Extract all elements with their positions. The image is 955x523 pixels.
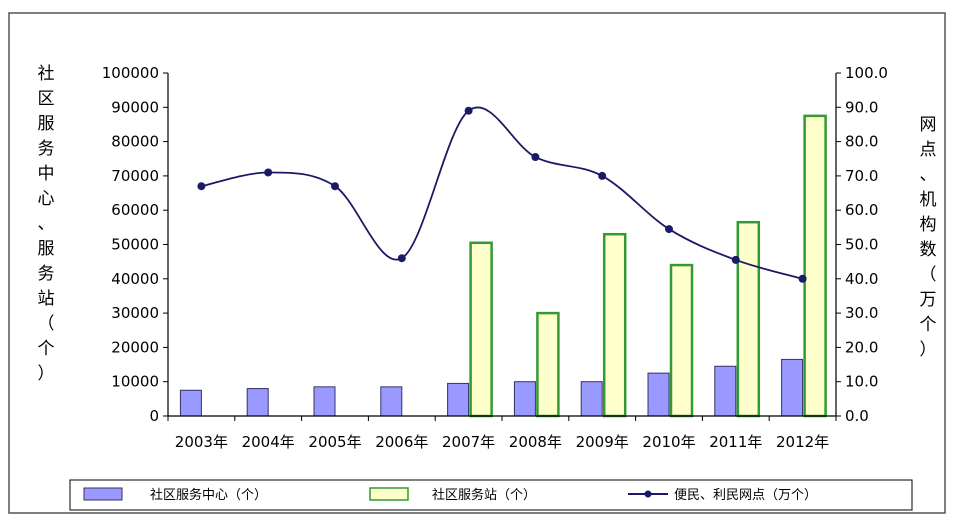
left-tick-label: 0 — [149, 407, 159, 425]
bar-community-center — [580, 381, 603, 417]
left-tick-label: 80000 — [111, 133, 159, 151]
axis-title-glyph: ） — [920, 340, 937, 360]
legend-label-convenience-points: 便民、利民网点（万个） — [674, 488, 817, 503]
legend-box — [69, 479, 913, 511]
axis-title-glyph: 数 — [920, 240, 937, 260]
bar-community-station — [602, 232, 627, 418]
bar-community-center — [380, 386, 403, 417]
axis-title-glyph: 点 — [920, 140, 937, 160]
bar-community-station — [536, 311, 560, 418]
bar-community-center — [714, 365, 737, 417]
left-axis-title: 社区服务中心、服务站（个） — [38, 64, 55, 384]
axis-title-glyph: 中 — [38, 164, 55, 184]
left-tick-label: 90000 — [111, 98, 159, 116]
legend-label-community-center: 社区服务中心（个） — [150, 487, 267, 503]
bar-community-center — [447, 382, 470, 417]
bar-community-center — [246, 388, 269, 417]
right-tick-label: 50.0 — [845, 236, 878, 254]
left-tick-label: 50000 — [111, 236, 159, 254]
bar-community-center — [513, 381, 536, 417]
right-tick-label: 90.0 — [845, 98, 878, 116]
axis-title-glyph: 务 — [38, 139, 55, 159]
left-tick-label: 20000 — [111, 338, 159, 356]
bar-community-station — [736, 220, 761, 418]
axis-title-glyph: 网 — [920, 115, 937, 135]
bar-community-center — [781, 358, 804, 417]
x-axis-ticks: 2003年 2004年 2005年 2006年 2007年 2008年 2009年 2010年… — [167, 416, 837, 451]
left-tick-label: 70000 — [111, 167, 159, 185]
point-convenience-points — [531, 153, 540, 162]
axis-title-glyph: 万 — [920, 290, 937, 310]
right-tick-label: 10.0 — [845, 373, 878, 391]
x-tick-label: 2003年 — [175, 433, 228, 451]
left-tick-label: 30000 — [111, 304, 159, 322]
point-convenience-points — [798, 274, 807, 283]
right-tick-label: 80.0 — [845, 133, 878, 151]
right-tick-label: 0.0 — [845, 407, 869, 425]
right-axis-ticks: 0.0 10.0 20.0 30.0 40.0 50.0 60.0 70.0 80.0 90.0 1… — [836, 64, 888, 425]
x-tick-label: 2010年 — [642, 433, 695, 451]
legend-swatch-community-station — [369, 487, 409, 501]
legend-label-community-station: 社区服务站（个） — [432, 487, 536, 503]
legend: 社区服务中心（个） 社区服务站（个） 便民、利民网点（万个） — [69, 479, 913, 511]
x-tick-label: 2011年 — [709, 433, 762, 451]
line-series — [197, 106, 807, 283]
right-tick-label: 70.0 — [845, 167, 878, 185]
axis-title-glyph: 个 — [920, 315, 937, 335]
point-convenience-points — [197, 182, 206, 191]
axis-title-glyph: 、 — [38, 214, 55, 234]
bar-community-center — [647, 372, 670, 417]
x-tick-label: 2007年 — [442, 433, 495, 451]
bar-community-station — [669, 263, 694, 418]
right-tick-label: 100.0 — [845, 64, 888, 82]
left-tick-label: 10000 — [111, 373, 159, 391]
axis-title-glyph: （ — [920, 265, 937, 285]
right-tick-label: 60.0 — [845, 201, 878, 219]
point-convenience-points — [464, 106, 473, 115]
x-tick-label: 2012年 — [776, 433, 829, 451]
x-tick-label: 2005年 — [308, 433, 361, 451]
axis-title-glyph: 区 — [38, 89, 55, 109]
point-convenience-points — [397, 254, 406, 263]
x-tick-label: 2008年 — [509, 433, 562, 451]
axis-title-glyph: 服 — [38, 114, 55, 134]
point-convenience-points — [731, 255, 740, 264]
axis-title-glyph: 个 — [38, 339, 55, 359]
axis-title-glyph: 心 — [38, 189, 55, 209]
point-convenience-points — [331, 182, 339, 191]
axis-title-glyph: 构 — [920, 215, 937, 235]
bar-community-station — [803, 114, 827, 418]
bar-community-center — [179, 389, 202, 417]
line-convenience-points — [201, 106, 803, 280]
right-tick-label: 20.0 — [845, 338, 878, 356]
x-tick-label: 2006年 — [375, 433, 428, 451]
axis-title-glyph: 服 — [38, 239, 55, 259]
axis-title-glyph: ） — [38, 364, 55, 384]
left-tick-label: 60000 — [111, 201, 159, 219]
x-tick-label: 2004年 — [242, 433, 295, 451]
axis-title-glyph: （ — [38, 314, 55, 334]
bars — [179, 114, 827, 418]
axis-title-glyph: 社 — [38, 64, 55, 84]
axis-title-glyph: 站 — [38, 289, 55, 309]
left-tick-label: 40000 — [111, 270, 159, 288]
axis-title-glyph: 务 — [38, 264, 55, 284]
left-tick-label: 100000 — [102, 64, 159, 82]
point-convenience-points — [598, 171, 607, 180]
bar-community-station — [469, 241, 493, 418]
right-tick-label: 40.0 — [845, 270, 878, 288]
legend-swatch-community-center — [83, 487, 123, 501]
axis-title-glyph: 、 — [920, 165, 937, 185]
legend-swatch-convenience-marker — [644, 490, 652, 498]
axis-title-glyph: 机 — [920, 190, 937, 210]
right-axis-title: 网点、机构数 （ 万个 ） — [920, 115, 937, 360]
right-tick-label: 30.0 — [845, 304, 878, 322]
x-tick-label: 2009年 — [576, 433, 629, 451]
point-convenience-points — [665, 225, 673, 234]
bar-community-center — [313, 386, 336, 417]
point-convenience-points — [264, 168, 273, 177]
left-axis-ticks: 0 10000 20000 30000 40000 50000 60000 70000 8000… — [102, 64, 168, 425]
